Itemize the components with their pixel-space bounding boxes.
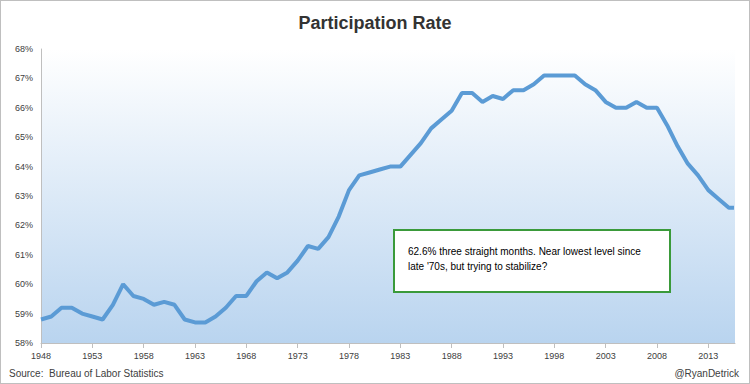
svg-text:1963: 1963 (185, 351, 205, 361)
svg-text:1978: 1978 (339, 351, 359, 361)
svg-text:1968: 1968 (236, 351, 256, 361)
svg-text:1998: 1998 (544, 351, 564, 361)
svg-text:1983: 1983 (390, 351, 410, 361)
svg-text:60%: 60% (15, 279, 33, 289)
svg-text:Source: Bureau of Labor Stati: Source: Bureau of Labor Statistics (9, 368, 164, 379)
svg-text:59%: 59% (15, 309, 33, 319)
svg-text:67%: 67% (15, 73, 33, 83)
svg-text:1958: 1958 (134, 351, 154, 361)
svg-text:1953: 1953 (82, 351, 102, 361)
svg-text:1973: 1973 (288, 351, 308, 361)
svg-text:1993: 1993 (493, 351, 513, 361)
svg-text:2013: 2013 (698, 351, 718, 361)
svg-text:Participation Rate: Participation Rate (298, 13, 451, 33)
svg-text:58%: 58% (15, 338, 33, 348)
svg-text:61%: 61% (15, 250, 33, 260)
svg-text:65%: 65% (15, 132, 33, 142)
svg-text:63%: 63% (15, 191, 33, 201)
svg-text:2003: 2003 (596, 351, 616, 361)
svg-text:68%: 68% (15, 44, 33, 54)
svg-text:66%: 66% (15, 103, 33, 113)
svg-text:64%: 64% (15, 162, 33, 172)
svg-text:late '70s, but trying to stabi: late '70s, but trying to stabilize? (408, 261, 548, 272)
svg-text:62.6% three straight months. N: 62.6% three straight months. Near lowest… (408, 246, 644, 257)
svg-text:1948: 1948 (31, 351, 51, 361)
svg-text:@RyanDetrick: @RyanDetrick (674, 368, 740, 379)
svg-text:2008: 2008 (647, 351, 667, 361)
svg-text:1988: 1988 (442, 351, 462, 361)
svg-text:62%: 62% (15, 220, 33, 230)
